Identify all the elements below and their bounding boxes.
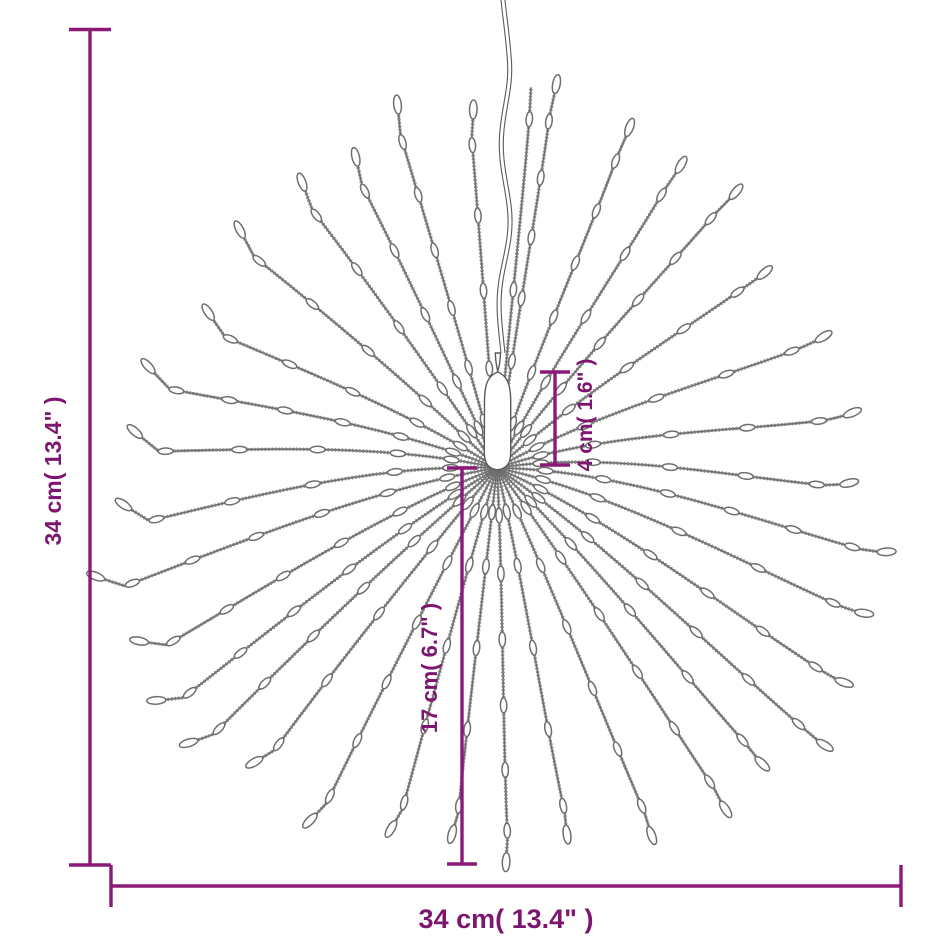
svg-text:17 cm( 6.7" ): 17 cm( 6.7" )	[417, 603, 442, 733]
svg-text:34 cm( 13.4" ): 34 cm( 13.4" )	[419, 904, 594, 934]
svg-text:34 cm( 13.4" ): 34 cm( 13.4" )	[40, 397, 66, 546]
svg-text:4 cm( 1.6" ): 4 cm( 1.6" )	[574, 359, 597, 472]
